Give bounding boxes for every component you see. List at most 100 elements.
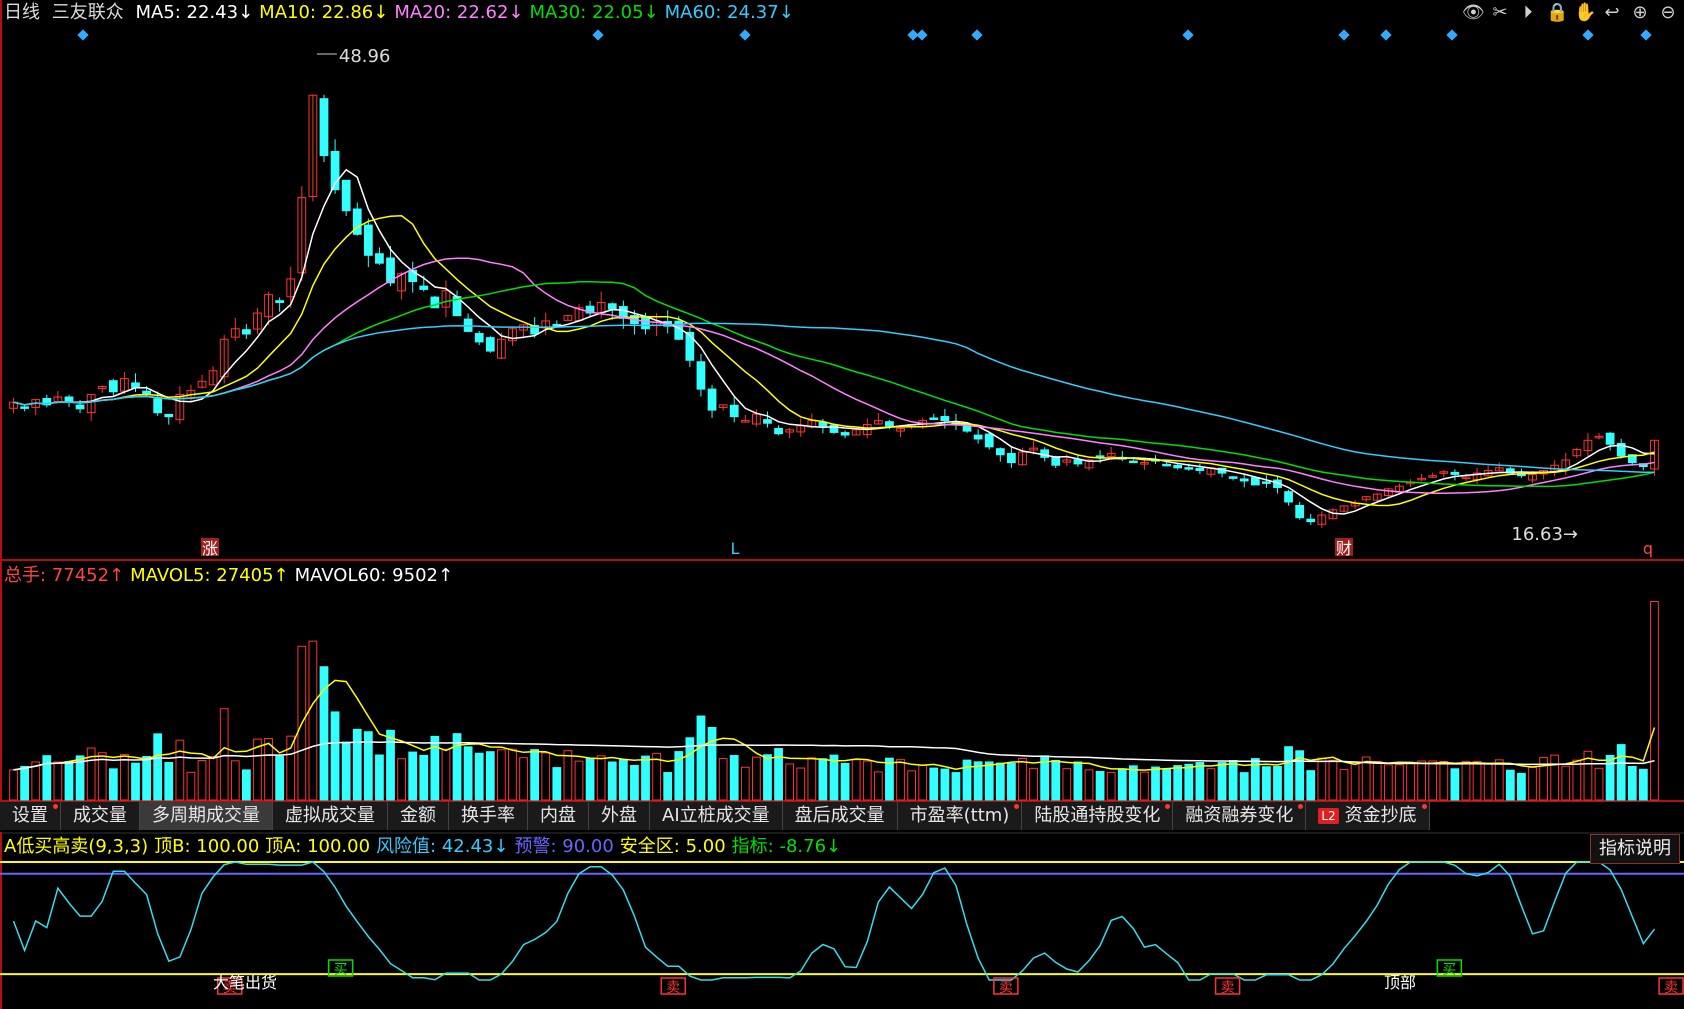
candle-body — [1073, 459, 1083, 465]
candle-body — [1262, 481, 1271, 484]
tab-4[interactable]: 金额 — [388, 802, 449, 830]
volume-bar — [530, 749, 540, 801]
volume-bar — [1472, 760, 1482, 801]
candle-body — [363, 224, 373, 256]
signal-box — [1214, 977, 1241, 995]
tab-5[interactable]: 换手率 — [449, 802, 528, 830]
volume-bar — [241, 769, 251, 801]
play-icon[interactable]: ⏵ — [1523, 2, 1533, 23]
candle-body — [763, 419, 772, 424]
signal-label: 卖 — [666, 980, 680, 996]
candle-body — [707, 388, 717, 411]
volume-bar — [785, 763, 795, 801]
volume-bar — [1395, 764, 1404, 801]
candle-body — [1627, 454, 1637, 464]
event-label-bg — [201, 538, 219, 556]
indicator-explain-button[interactable]: 指标说明 — [1590, 834, 1680, 864]
volume-bar — [253, 738, 262, 801]
candle-body — [86, 393, 96, 414]
volume-bar — [630, 764, 639, 801]
tab-3[interactable]: 虚拟成交量 — [273, 802, 388, 830]
volume-bar — [1550, 754, 1560, 801]
candle-body — [818, 421, 828, 427]
tab-6[interactable]: 内盘 — [528, 802, 589, 830]
event-label: L — [731, 539, 740, 558]
volume-bar — [1195, 762, 1205, 801]
candle-body — [297, 197, 307, 274]
scissors-icon[interactable]: ✂ — [1492, 2, 1508, 23]
tab-10[interactable]: 市盈率(ttm) — [897, 802, 1023, 830]
candle-body — [208, 370, 218, 386]
candle-body — [319, 98, 329, 157]
candle-body — [1461, 476, 1471, 480]
volume-bar — [1262, 766, 1271, 801]
volume-bar — [164, 762, 174, 801]
ma-value-4: MA60: 24.37↓ — [664, 2, 794, 23]
volume-bar — [896, 759, 905, 801]
volume-bar — [1638, 768, 1648, 801]
tab-8[interactable]: AI立桩成交量 — [650, 802, 783, 830]
volume-bar — [42, 755, 52, 801]
volume-bar — [1450, 768, 1460, 801]
volume-bar — [1128, 765, 1138, 801]
volume-bar — [729, 755, 739, 801]
tab-7[interactable]: 外盘 — [589, 802, 650, 830]
candle-body — [153, 398, 163, 414]
candle-body — [75, 404, 85, 410]
volume-bar — [940, 768, 950, 801]
candle-body — [430, 296, 440, 309]
candle-body — [164, 413, 174, 418]
volume-bar — [1062, 768, 1072, 801]
eye-icon[interactable]: 👁 — [1462, 2, 1485, 23]
zoom-in-icon[interactable]: ⊕ — [1632, 2, 1648, 23]
tab-13[interactable]: L2 资金抄底 — [1306, 802, 1430, 830]
candle-body — [275, 300, 285, 304]
lock-icon[interactable]: 🔒 — [1546, 2, 1569, 23]
risk-line — [12, 861, 1656, 981]
tab-2[interactable]: 多周期成交量 — [140, 802, 273, 830]
volume-bar — [1350, 762, 1360, 801]
undo-icon[interactable]: ↩ — [1604, 2, 1620, 23]
volume-bar — [873, 771, 883, 801]
volume-bar — [1117, 768, 1127, 801]
candle-body — [530, 325, 540, 335]
tab-label: 资金抄底 — [1344, 805, 1417, 826]
volume-bar — [1084, 769, 1094, 801]
signal-label: 买 — [334, 962, 348, 978]
volume-bar — [1217, 762, 1227, 801]
candle-body — [1650, 439, 1659, 470]
volume-header: 总手: 77452↑ MAVOL5: 27405↑ MAVOL60: 9502↑ — [4, 565, 459, 587]
candle-body — [175, 393, 185, 421]
candle-body — [1417, 477, 1427, 481]
signal-box — [216, 977, 243, 995]
tab-dot-icon — [1298, 804, 1304, 809]
candle-body — [896, 427, 905, 432]
candle-body — [197, 380, 207, 388]
volume-bar — [308, 640, 318, 801]
event-diamond-icon — [1640, 29, 1652, 41]
volume-bar — [596, 755, 606, 801]
candle-body — [1250, 477, 1260, 486]
candle-body — [108, 380, 118, 393]
candle-body — [386, 257, 395, 284]
volume-bar — [297, 645, 307, 801]
candle-body — [1062, 459, 1072, 463]
signal-box — [327, 959, 354, 977]
volume-bar — [851, 759, 861, 801]
tab-12[interactable]: 融资融券变化 — [1173, 802, 1307, 830]
tab-0[interactable]: 设置 — [0, 802, 61, 830]
tab-label: 外盘 — [601, 805, 637, 826]
tab-9[interactable]: 盘后成交量 — [782, 802, 898, 830]
hand-icon[interactable]: ✋ — [1574, 2, 1597, 23]
volume-bar — [618, 759, 628, 801]
candle-body — [308, 94, 318, 197]
candle-body — [20, 406, 30, 409]
tab-11[interactable]: 陆股通持股变化 — [1022, 802, 1174, 830]
volume-bar — [452, 733, 462, 801]
tab-label: 融资融券变化 — [1185, 805, 1294, 826]
candle-body — [618, 306, 628, 319]
event-label-bg — [1335, 538, 1353, 556]
tab-1[interactable]: 成交量 — [61, 802, 140, 830]
zoom-out-icon[interactable]: ⊖ — [1660, 2, 1676, 23]
